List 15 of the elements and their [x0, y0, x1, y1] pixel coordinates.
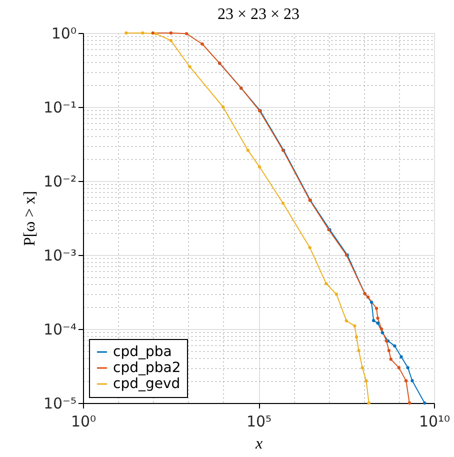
- x-tick-label: 10¹⁰: [418, 412, 450, 430]
- x-tick-label: 10⁵: [246, 412, 272, 430]
- y-tick-label: 10⁻⁵: [43, 394, 76, 412]
- y-tick-label: 10⁻⁴: [43, 320, 76, 338]
- legend-label: cpd_pba: [113, 344, 172, 360]
- chart-title: 23 × 23 × 23: [217, 6, 300, 23]
- y-tick-label: 10⁻¹: [43, 98, 76, 116]
- y-tick-label: 10⁻²: [43, 172, 76, 190]
- y-tick-label: 10⁰: [51, 24, 76, 42]
- y-axis-title: P[ω > x]: [21, 190, 38, 246]
- x-axis-title: x: [254, 436, 263, 452]
- x-tick-label: 10⁰: [70, 412, 96, 430]
- legend-label: cpd_gevd: [113, 376, 180, 392]
- y-tick-label: 10⁻³: [43, 246, 76, 264]
- legend-label: cpd_pba2: [113, 360, 181, 376]
